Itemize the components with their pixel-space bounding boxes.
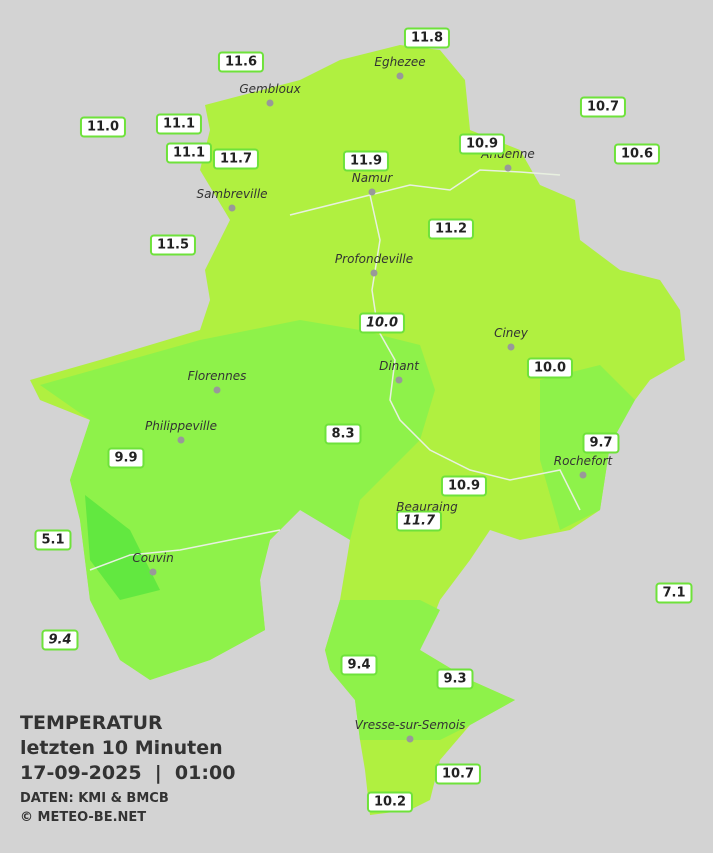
station-value: 9.4	[41, 629, 79, 651]
city-dot	[266, 99, 274, 107]
station-value: 10.7	[434, 763, 482, 785]
station-value: 8.3	[324, 423, 362, 445]
legend-title: TEMPERATUR	[20, 712, 163, 734]
station-value: 10.0	[358, 312, 406, 334]
city-dot	[396, 72, 404, 80]
station-value: 10.9	[440, 475, 488, 497]
temp-zone	[85, 495, 160, 600]
river	[289, 169, 561, 216]
temp-zone	[325, 600, 515, 740]
station-value: 9.3	[436, 668, 474, 690]
city-dot	[370, 269, 378, 277]
legend-source: DATEN: KMI & BMCB	[20, 791, 169, 806]
station-value: 10.7	[579, 96, 627, 118]
station-value: 11.6	[217, 51, 265, 73]
station-value: 10.6	[613, 143, 661, 165]
city-label: Profondeville	[334, 252, 414, 266]
city-label: Sambreville	[196, 187, 268, 201]
station-value: 9.7	[582, 432, 620, 454]
city-dot	[213, 386, 221, 394]
legend-subtitle: letzten 10 Minuten	[20, 737, 223, 759]
city-dot	[395, 376, 403, 384]
city-label: Vresse-sur-Semois	[354, 718, 466, 732]
station-value: 10.2	[366, 791, 414, 813]
city-label: Eghezee	[374, 55, 426, 69]
station-value: 11.7	[212, 148, 260, 170]
station-value: 11.5	[149, 234, 197, 256]
station-value: 5.1	[34, 529, 72, 551]
city-label: Dinant	[379, 359, 419, 373]
station-value: 9.4	[340, 654, 378, 676]
city-label: Ciney	[494, 326, 528, 340]
city-dot	[406, 735, 414, 743]
city-dot	[579, 471, 587, 479]
station-value: 11.1	[165, 142, 213, 164]
station-value: 9.9	[107, 447, 145, 469]
river	[89, 529, 281, 571]
station-value: 11.9	[342, 150, 390, 172]
station-value: 11.1	[155, 113, 203, 135]
city-label: Rochefort	[553, 454, 613, 468]
city-label: Gembloux	[239, 82, 301, 96]
station-value: 11.2	[427, 218, 475, 240]
city-label: Namur	[351, 171, 393, 185]
city-dot	[149, 568, 157, 576]
city-dot	[507, 343, 515, 351]
city-label: Florennes	[187, 369, 247, 383]
river	[369, 194, 581, 511]
station-value: 10.0	[526, 357, 574, 379]
legend-datetime: 17-09-2025 | 01:00	[20, 762, 236, 784]
station-value: 11.0	[79, 116, 127, 138]
city-dot	[504, 164, 512, 172]
city-label: Couvin	[132, 551, 174, 565]
city-label: Philippeville	[145, 419, 217, 433]
city-dot	[177, 436, 185, 444]
station-value: 11.7	[395, 510, 443, 532]
city-dot	[228, 204, 236, 212]
station-value: 7.1	[655, 582, 693, 604]
station-value: 10.9	[458, 133, 506, 155]
legend-copyright: © METEO-BE.NET	[20, 810, 147, 825]
city-dot	[368, 188, 376, 196]
station-value: 11.8	[403, 27, 451, 49]
